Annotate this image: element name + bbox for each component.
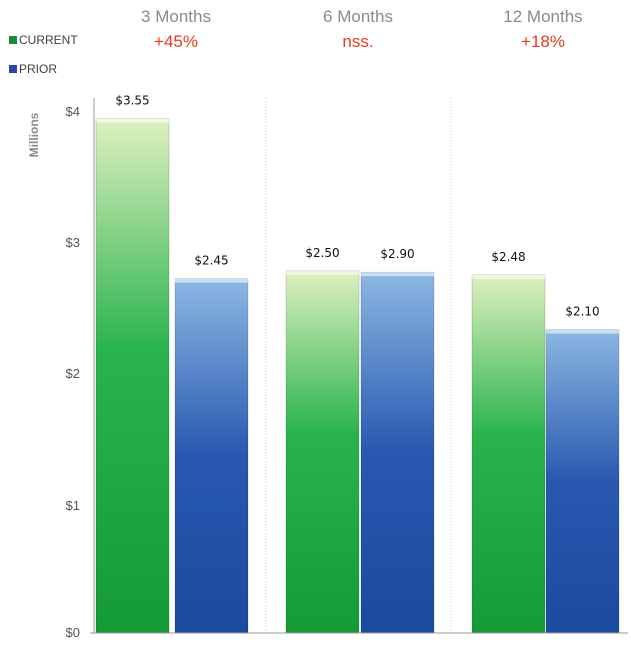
data-label-prior-3-months: $2.45 [194, 254, 228, 268]
period-label-12-months: 12 Months [503, 7, 582, 26]
y-tick-label-1: $1 [66, 498, 80, 513]
period-label-6-months: 6 Months [323, 7, 393, 26]
y-axis: $0 $1 $2 $3 $4 [66, 104, 80, 640]
bar-top-current-3-months [96, 118, 169, 123]
bars [95, 118, 620, 634]
bar-prior-12-months [545, 329, 620, 634]
period-headers: 3 Months +45% 6 Months nss. 12 Months +1… [141, 7, 583, 51]
legend: CURRENT PRIOR [9, 33, 78, 76]
y-tick-label-2: $2 [66, 366, 80, 381]
data-label-prior-6-months: $2.90 [380, 247, 414, 261]
bar-top-current-6-months [286, 270, 359, 275]
legend-swatch-prior [9, 65, 17, 73]
bar-prior-6-months [360, 271, 435, 634]
data-label-current-3-months: $3.55 [115, 94, 149, 108]
legend-label-prior: PRIOR [19, 62, 57, 76]
legend-swatch-current [9, 36, 17, 44]
y-tick-label-4: $4 [66, 104, 80, 119]
change-label-3-months: +45% [154, 32, 198, 51]
legend-label-current: CURRENT [19, 33, 78, 47]
bar-top-current-12-months [472, 274, 545, 279]
bar-top-prior-3-months [175, 278, 248, 283]
bar-current-3-months [95, 118, 170, 634]
y-tick-label-0: $0 [66, 625, 80, 640]
bar-labels: $3.55 $2.50 $2.48 $2.45 $2.90 $2.10 [115, 94, 599, 319]
y-tick-label-3: $3 [66, 235, 80, 250]
bar-prior-3-months [174, 278, 249, 634]
data-label-current-6-months: $2.50 [305, 246, 339, 260]
bar-current-12-months [471, 274, 546, 634]
bar-current-6-months [285, 270, 360, 634]
y-axis-title: Millions [27, 112, 41, 157]
data-label-prior-12-months: $2.10 [565, 305, 599, 319]
period-label-3-months: 3 Months [141, 7, 211, 26]
change-label-12-months: +18% [521, 32, 565, 51]
change-label-6-months: nss. [342, 32, 373, 51]
bar-top-prior-12-months [546, 329, 619, 334]
data-label-current-12-months: $2.48 [491, 250, 525, 264]
separators [265, 98, 452, 632]
bar-top-prior-6-months [361, 272, 434, 277]
